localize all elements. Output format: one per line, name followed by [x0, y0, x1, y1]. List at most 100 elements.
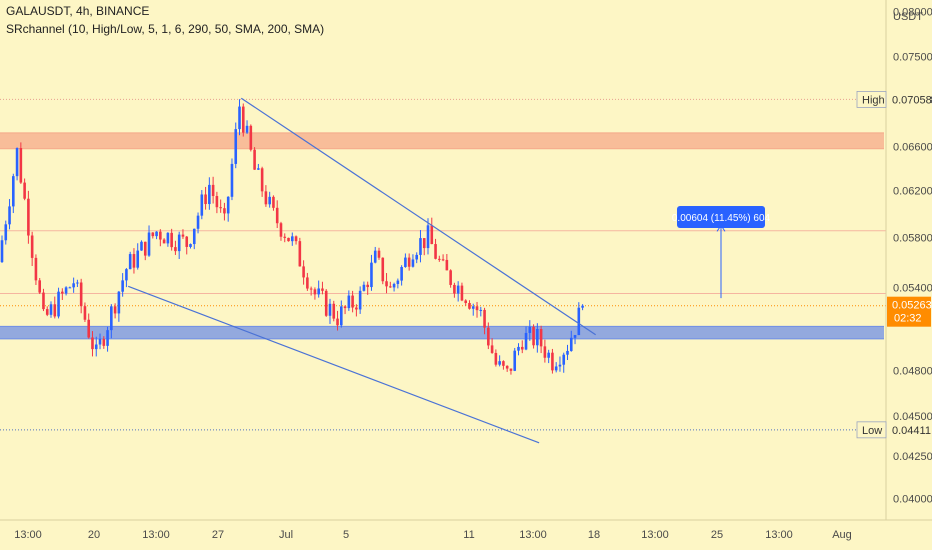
candle-body [468, 302, 471, 309]
candle-body [351, 295, 354, 308]
price-tick-label: 0.06600 [893, 142, 932, 154]
candle-body [117, 291, 121, 314]
indicator-legend[interactable]: SRchannel (10, High/Low, 5, 1, 6, 290, 5… [6, 22, 325, 36]
time-tick-label: Jul [279, 529, 293, 541]
candle-body [520, 346, 524, 350]
high-tag-value-box [887, 91, 931, 108]
price-tick-label: 0.08000 [893, 6, 932, 18]
candle-body [290, 236, 294, 242]
candle-body [438, 258, 441, 260]
high-tag-value: 0.07058 [892, 94, 932, 106]
candle-body [170, 232, 173, 248]
candle-body [551, 352, 554, 371]
candle-body [189, 244, 192, 247]
price-tick-label: 0.04000 [893, 494, 932, 506]
candle-body [61, 291, 64, 294]
candle-body [174, 247, 177, 252]
candle-body [49, 304, 53, 315]
candle-body [257, 168, 260, 170]
time-tick-label: 13:00 [14, 529, 42, 541]
candle-body [313, 289, 317, 295]
candle-body [328, 303, 332, 316]
candle-body [211, 184, 215, 197]
time-tick-label: 13:00 [519, 529, 547, 541]
candle-body [223, 208, 226, 214]
candle-body [159, 231, 162, 240]
candle-body [53, 304, 57, 317]
candle-body [241, 106, 245, 133]
candle-body [554, 366, 558, 371]
candle-body [219, 207, 222, 209]
candle-body [185, 236, 189, 247]
candle-body [113, 306, 117, 314]
candle-body [441, 259, 445, 261]
time-tick-label: 13:00 [142, 529, 170, 541]
candle-body [23, 182, 26, 199]
candle-body [45, 309, 49, 315]
time-tick-label: 27 [212, 529, 224, 541]
candle-body [306, 277, 309, 289]
candle-body [283, 236, 287, 238]
candle-body [524, 332, 528, 350]
candle-body [234, 129, 238, 164]
candle-body [373, 250, 377, 263]
candle-body [581, 305, 584, 308]
candle-body [245, 125, 249, 133]
candle-body [434, 244, 437, 259]
price-tick-label: 0.06200 [893, 186, 932, 198]
candle-body [404, 257, 407, 267]
candle-body [381, 257, 385, 282]
candle-body [208, 184, 211, 205]
candle-body [509, 368, 513, 371]
low-tag-label-box [856, 421, 887, 439]
candle-body [566, 350, 569, 355]
candle-body [110, 306, 113, 331]
candle-body [192, 228, 196, 245]
candle-body [181, 234, 185, 237]
candle-body [98, 338, 102, 345]
candle-body [569, 337, 573, 351]
price-tick-label: 0.04250 [893, 451, 932, 463]
candle-body [57, 291, 60, 317]
candle-body [268, 196, 271, 205]
candle-body [102, 338, 106, 346]
candle-body [38, 280, 41, 293]
candle-body [502, 361, 505, 366]
candle-body [196, 215, 200, 229]
low-tag-value-box [887, 421, 931, 438]
candle-body [370, 262, 373, 288]
candle-body [106, 330, 109, 346]
candle-body [76, 282, 79, 284]
candle-body [505, 365, 509, 369]
time-tick-label: 11 [463, 529, 474, 541]
candle-body [415, 254, 418, 260]
candle-body [547, 352, 550, 358]
price-tick-label: 0.04800 [893, 365, 932, 377]
candle-body [298, 241, 302, 267]
candle-body [558, 364, 562, 367]
candle-body [294, 236, 298, 242]
time-tick-label: 25 [711, 529, 723, 541]
candle-body [72, 283, 75, 288]
symbol-title: GALAUSDT, 4h, BINANCE [6, 4, 150, 18]
candle-body [302, 266, 305, 278]
candle-body [479, 309, 483, 311]
high-tag-label: High [862, 94, 885, 106]
low-tag-value: 0.04411 [892, 425, 931, 437]
candle-body [125, 269, 128, 281]
candle-body [94, 344, 98, 350]
price-tick-label: 0.07500 [893, 52, 932, 64]
candle-body [136, 250, 140, 268]
candle-body [449, 270, 452, 285]
candle-body [411, 259, 415, 267]
candle-body [151, 232, 155, 237]
candle-body [253, 149, 256, 170]
candle-body [573, 335, 577, 338]
candle-body [272, 196, 275, 208]
candle-body [324, 290, 328, 316]
candle-body [215, 196, 219, 208]
candle-body [460, 285, 464, 301]
candle-body [260, 168, 264, 192]
